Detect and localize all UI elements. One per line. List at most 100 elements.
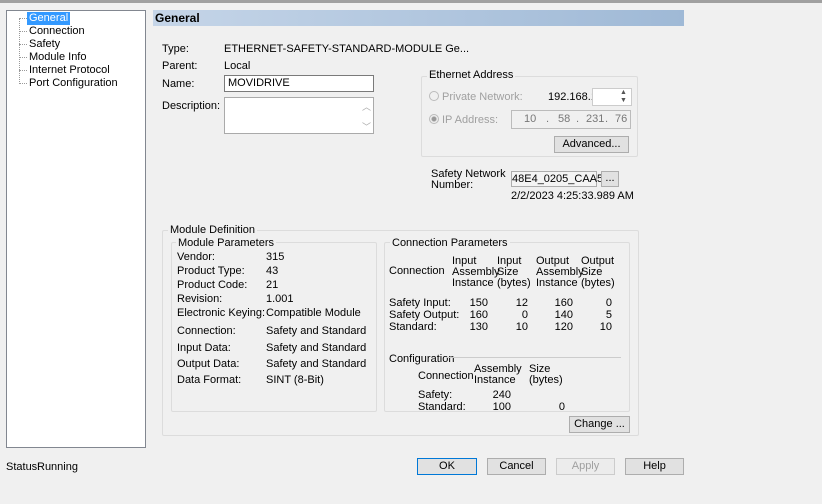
- ip-address-radio[interactable]: IP Address:: [429, 114, 498, 126]
- module-param-value: Safety and Standard: [266, 342, 367, 354]
- ip-octet-2[interactable]: 58: [558, 113, 571, 125]
- tree-line: [19, 18, 20, 84]
- tree-item-safety[interactable]: Safety: [29, 38, 61, 50]
- ip-octet-1[interactable]: 10: [524, 113, 537, 125]
- status-value: Running: [37, 461, 78, 473]
- module-param-label: Electronic Keying:: [177, 307, 266, 319]
- module-param-label: Data Format:: [177, 374, 242, 386]
- advanced-button[interactable]: Advanced...: [554, 136, 629, 153]
- parent-label: Parent:: [162, 60, 198, 72]
- connection-cell: 160: [469, 309, 488, 321]
- module-param-label: Revision:: [177, 293, 223, 305]
- connection-cell: 130: [469, 321, 488, 333]
- help-button[interactable]: Help: [625, 458, 684, 475]
- tree-item-internet-protocol[interactable]: Internet Protocol: [29, 64, 110, 76]
- type-label: Type:: [162, 43, 189, 55]
- tree-line: [19, 57, 27, 58]
- tree-item-connection[interactable]: Connection: [29, 25, 85, 37]
- tree-line: [19, 18, 27, 19]
- module-param-label: Input Data:: [177, 342, 231, 354]
- connection-cell: 0: [605, 297, 612, 309]
- cancel-button[interactable]: Cancel: [487, 458, 546, 475]
- configuration-title: Configuration: [389, 353, 455, 365]
- configuration-cell: 0: [558, 401, 565, 413]
- module-param-value: 1.001: [266, 293, 294, 305]
- safety-network-number-field[interactable]: 48E4_0205_CAA5: [511, 171, 604, 187]
- configuration-cell: Safety:: [418, 389, 453, 401]
- configuration-header: Assembly Instance: [474, 363, 522, 386]
- module-definition-title: Module Definition: [168, 224, 257, 236]
- tree-item-module-info[interactable]: Module Info: [29, 51, 87, 63]
- category-tree[interactable]: General Connection Safety Module Info In…: [6, 10, 146, 448]
- connection-header: Input Size (bytes): [497, 255, 531, 289]
- scroll-up-icon[interactable]: ︿: [362, 102, 372, 112]
- module-param-value: 315: [266, 251, 285, 263]
- connection-cell: Safety Input:: [389, 297, 451, 309]
- description-input[interactable]: [224, 97, 374, 134]
- ip-address-input[interactable]: 10 . 58 . 231 . 76: [511, 110, 631, 129]
- radio-selected-icon: [429, 114, 439, 124]
- private-network-radio[interactable]: Private Network:: [429, 91, 523, 103]
- connection-cell: Standard:: [389, 321, 437, 333]
- connection-cell: Safety Output:: [389, 309, 460, 321]
- connection-cell: 10: [599, 321, 612, 333]
- ip-octet-4[interactable]: 76: [615, 113, 628, 125]
- connection-header: Output Size (bytes): [581, 255, 615, 289]
- connection-cell: 10: [515, 321, 528, 333]
- module-param-label: Output Data:: [177, 358, 240, 370]
- private-network-label: Private Network:: [442, 91, 523, 103]
- tree-line: [19, 44, 27, 45]
- connection-cell: 12: [515, 297, 528, 309]
- ip-octet-3[interactable]: 231: [586, 113, 605, 125]
- private-network-spinner[interactable]: [592, 88, 632, 106]
- ethernet-address-group: [421, 76, 638, 157]
- tree-line: [19, 70, 27, 71]
- apply-button[interactable]: Apply: [556, 458, 615, 475]
- tree-line: [19, 83, 27, 84]
- connection-header: Output Assembly Instance: [536, 255, 584, 289]
- tree-item-port-configuration[interactable]: Port Configuration: [29, 77, 118, 89]
- module-param-label: Connection:: [177, 325, 236, 337]
- type-value: ETHERNET-SAFETY-STANDARD-MODULE Ge...: [224, 43, 470, 55]
- module-param-value: Safety and Standard: [266, 358, 367, 370]
- connection-header: Input Assembly Instance: [452, 255, 500, 289]
- status-label: Status:: [6, 461, 41, 473]
- connection-cell: 120: [554, 321, 573, 333]
- tree-item-general[interactable]: General: [27, 12, 71, 25]
- parent-value: Local: [224, 60, 251, 72]
- module-param-value: 43: [266, 265, 279, 277]
- page-title: General: [153, 10, 684, 26]
- spinner-arrows-icon[interactable]: ▲ ▼: [620, 89, 627, 104]
- radio-icon: [429, 91, 439, 101]
- module-definition-group: [162, 230, 639, 436]
- ethernet-address-title: Ethernet Address: [427, 69, 516, 81]
- scroll-down-icon[interactable]: ﹀: [362, 122, 372, 132]
- private-prefix: 192.168.1.: [548, 91, 600, 103]
- change-button[interactable]: Change ...: [569, 416, 630, 433]
- module-param-label: Product Code:: [177, 279, 248, 291]
- connection-cell: 160: [554, 297, 573, 309]
- module-param-value: Safety and Standard: [266, 325, 367, 337]
- ok-button[interactable]: OK: [417, 458, 477, 475]
- safety-network-label-2: Number:: [431, 179, 474, 191]
- connection-cell: 0: [521, 309, 528, 321]
- configuration-header: Connection: [418, 370, 474, 382]
- description-label: Description:: [162, 100, 221, 112]
- configuration-cell: 240: [492, 389, 511, 401]
- connection-cell: 5: [605, 309, 612, 321]
- configuration-header: Size (bytes): [529, 363, 563, 386]
- connection-header: Connection: [389, 265, 445, 277]
- configuration-divider: [446, 357, 621, 358]
- tree-line: [19, 31, 27, 32]
- module-param-label: Product Type:: [177, 265, 245, 277]
- name-input[interactable]: MOVIDRIVE: [224, 75, 374, 92]
- safety-network-browse-button[interactable]: ...: [601, 171, 619, 187]
- module-param-label: Vendor:: [177, 251, 215, 263]
- module-param-value: 21: [266, 279, 279, 291]
- module-parameters-title: Module Parameters: [176, 237, 276, 249]
- module-param-value: SINT (8-Bit): [266, 374, 324, 386]
- ip-address-label: IP Address:: [442, 114, 499, 126]
- connection-cell: 150: [469, 297, 488, 309]
- configuration-cell: Standard:: [418, 401, 466, 413]
- module-param-value: Compatible Module: [266, 307, 361, 319]
